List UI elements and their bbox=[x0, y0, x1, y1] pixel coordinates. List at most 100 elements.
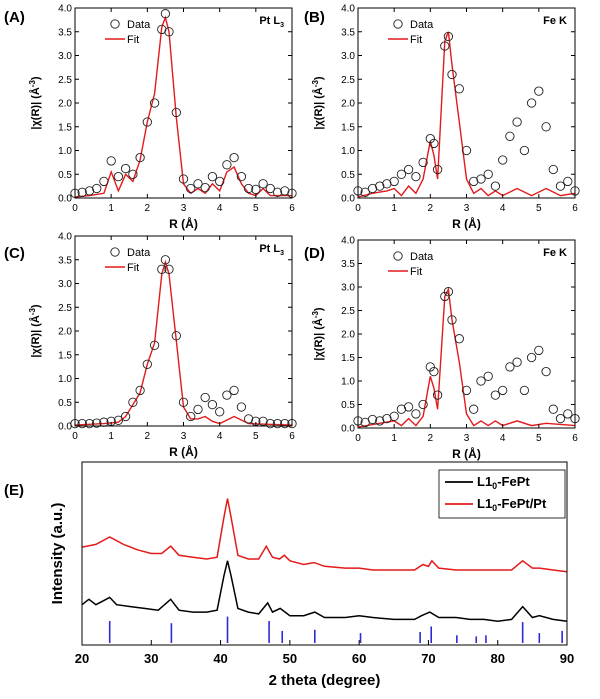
data-series bbox=[70, 9, 297, 198]
data-point bbox=[92, 418, 102, 428]
x-axis-label: 2 theta (degree) bbox=[269, 672, 381, 689]
edge-label-main: Fe K bbox=[543, 247, 567, 259]
y-tick-label: 0.0 bbox=[58, 422, 72, 433]
data-point bbox=[265, 183, 275, 194]
data-point bbox=[461, 385, 472, 396]
x-tick-label: 0 bbox=[72, 203, 78, 214]
legend-label-name: L1 bbox=[477, 496, 492, 511]
legend-fit-label: Fit bbox=[410, 34, 422, 46]
y-axis-label-sup: -3 bbox=[311, 311, 320, 319]
edge-label-main: Pt L bbox=[259, 15, 280, 27]
y-tick-label: 2.5 bbox=[58, 303, 72, 314]
data-point bbox=[375, 181, 385, 191]
y-axis-label-main: |χ(R)| (Å bbox=[29, 315, 42, 357]
legend-fit-label: Fit bbox=[127, 262, 139, 274]
data-point bbox=[160, 255, 171, 265]
data-point bbox=[469, 176, 479, 187]
legend-label-name: L1 bbox=[477, 474, 492, 489]
data-point bbox=[222, 160, 232, 170]
data-point bbox=[389, 411, 399, 421]
x-tick-label: 4 bbox=[217, 203, 223, 214]
data-series bbox=[353, 31, 580, 197]
data-point bbox=[186, 183, 196, 194]
data-point bbox=[160, 9, 171, 19]
x-tick-label: 3 bbox=[464, 433, 470, 444]
data-point bbox=[272, 418, 283, 429]
data-point bbox=[548, 404, 558, 414]
data-point bbox=[236, 171, 247, 182]
fit-line bbox=[357, 31, 576, 198]
data-point bbox=[178, 174, 189, 184]
data-point bbox=[541, 122, 551, 132]
legend: Data Fit bbox=[388, 251, 434, 278]
plot-frame bbox=[357, 239, 576, 429]
x-tick-label: 5 bbox=[253, 431, 259, 442]
y-tick-label: 3.5 bbox=[58, 27, 72, 38]
legend-fit-label: Fit bbox=[410, 266, 422, 278]
plot-frame bbox=[74, 7, 293, 199]
y-tick-label: 0.5 bbox=[341, 400, 355, 411]
legend-data-label: Data bbox=[410, 251, 434, 263]
y-axis-label: |χ(R)| (Å-3) bbox=[28, 304, 42, 358]
x-tick-label: 4 bbox=[500, 203, 506, 214]
x-tick-label: 2 bbox=[145, 431, 151, 442]
data-point bbox=[461, 145, 472, 156]
data-point bbox=[519, 145, 530, 156]
data-point bbox=[411, 409, 421, 419]
y-axis-label: |χ(R)| (Å-3) bbox=[28, 76, 42, 130]
data-series bbox=[353, 287, 580, 428]
data-point bbox=[440, 291, 450, 302]
legend-data-label: Data bbox=[410, 19, 434, 31]
data-point bbox=[171, 331, 181, 341]
data-point bbox=[243, 183, 254, 194]
plot-frame bbox=[74, 235, 293, 427]
y-axis-label-end: ) bbox=[30, 76, 42, 80]
data-point bbox=[215, 176, 225, 187]
y-tick-label: 0.5 bbox=[58, 170, 72, 181]
data-point bbox=[432, 164, 443, 175]
fit-line bbox=[74, 259, 293, 426]
y-tick-label: 2.0 bbox=[58, 99, 72, 110]
y-tick-label: 0.0 bbox=[341, 424, 355, 435]
y-tick-label: 1.0 bbox=[58, 146, 72, 157]
y-axis-label-main: |χ(R)| (Å bbox=[312, 318, 325, 360]
x-tick-label: 6 bbox=[572, 203, 578, 214]
y-tick-label: 2.5 bbox=[58, 75, 72, 86]
xrd-panel-e: (E) 20 30 40 50 60 70 80 90 2 theta (degree) Inten… bbox=[4, 461, 574, 689]
x-tick-label: 40 bbox=[213, 651, 227, 666]
y-tick-label: 1.0 bbox=[341, 377, 355, 388]
legend-data-marker bbox=[393, 19, 403, 29]
y-tick-label: 3.5 bbox=[341, 27, 355, 38]
data-point bbox=[519, 385, 530, 396]
x-tick-label: 0 bbox=[355, 433, 361, 444]
x-tick-label: 4 bbox=[500, 433, 506, 444]
data-point bbox=[128, 169, 138, 179]
edge-label: Fe K bbox=[543, 247, 567, 259]
data-point bbox=[157, 24, 167, 35]
x-tick-label: 6 bbox=[572, 433, 578, 444]
panel-label: (B) bbox=[304, 9, 325, 26]
data-point bbox=[171, 107, 181, 118]
data-point bbox=[440, 41, 450, 51]
y-tick-label: 3.0 bbox=[58, 51, 72, 62]
exafs-panel-b: (B) 0 1 2 3 4 5 6 0.0 0.5 1.0 1.5 2.0 2.5 3.0 3.5 4.0 R (… bbox=[304, 4, 580, 231]
data-point bbox=[142, 359, 152, 369]
legend: Data Fit bbox=[388, 19, 434, 46]
y-axis-label-sup: -3 bbox=[311, 80, 320, 88]
x-tick-label: 1 bbox=[391, 433, 397, 444]
data-point bbox=[149, 98, 160, 108]
data-point bbox=[555, 181, 566, 191]
data-point bbox=[251, 184, 261, 195]
data-point bbox=[512, 117, 522, 127]
data-point bbox=[84, 418, 95, 429]
y-axis-label-sup: -3 bbox=[28, 80, 37, 88]
y-tick-label: 1.5 bbox=[341, 353, 355, 364]
fit-series bbox=[74, 259, 293, 426]
x-tick-label: 3 bbox=[181, 203, 187, 214]
data-point bbox=[265, 418, 275, 429]
legend-data-marker bbox=[110, 247, 120, 257]
y-tick-label: 3.0 bbox=[341, 283, 355, 294]
x-tick-label: 3 bbox=[181, 431, 187, 442]
data-point bbox=[490, 390, 501, 400]
y-tick-label: 2.5 bbox=[341, 75, 355, 86]
